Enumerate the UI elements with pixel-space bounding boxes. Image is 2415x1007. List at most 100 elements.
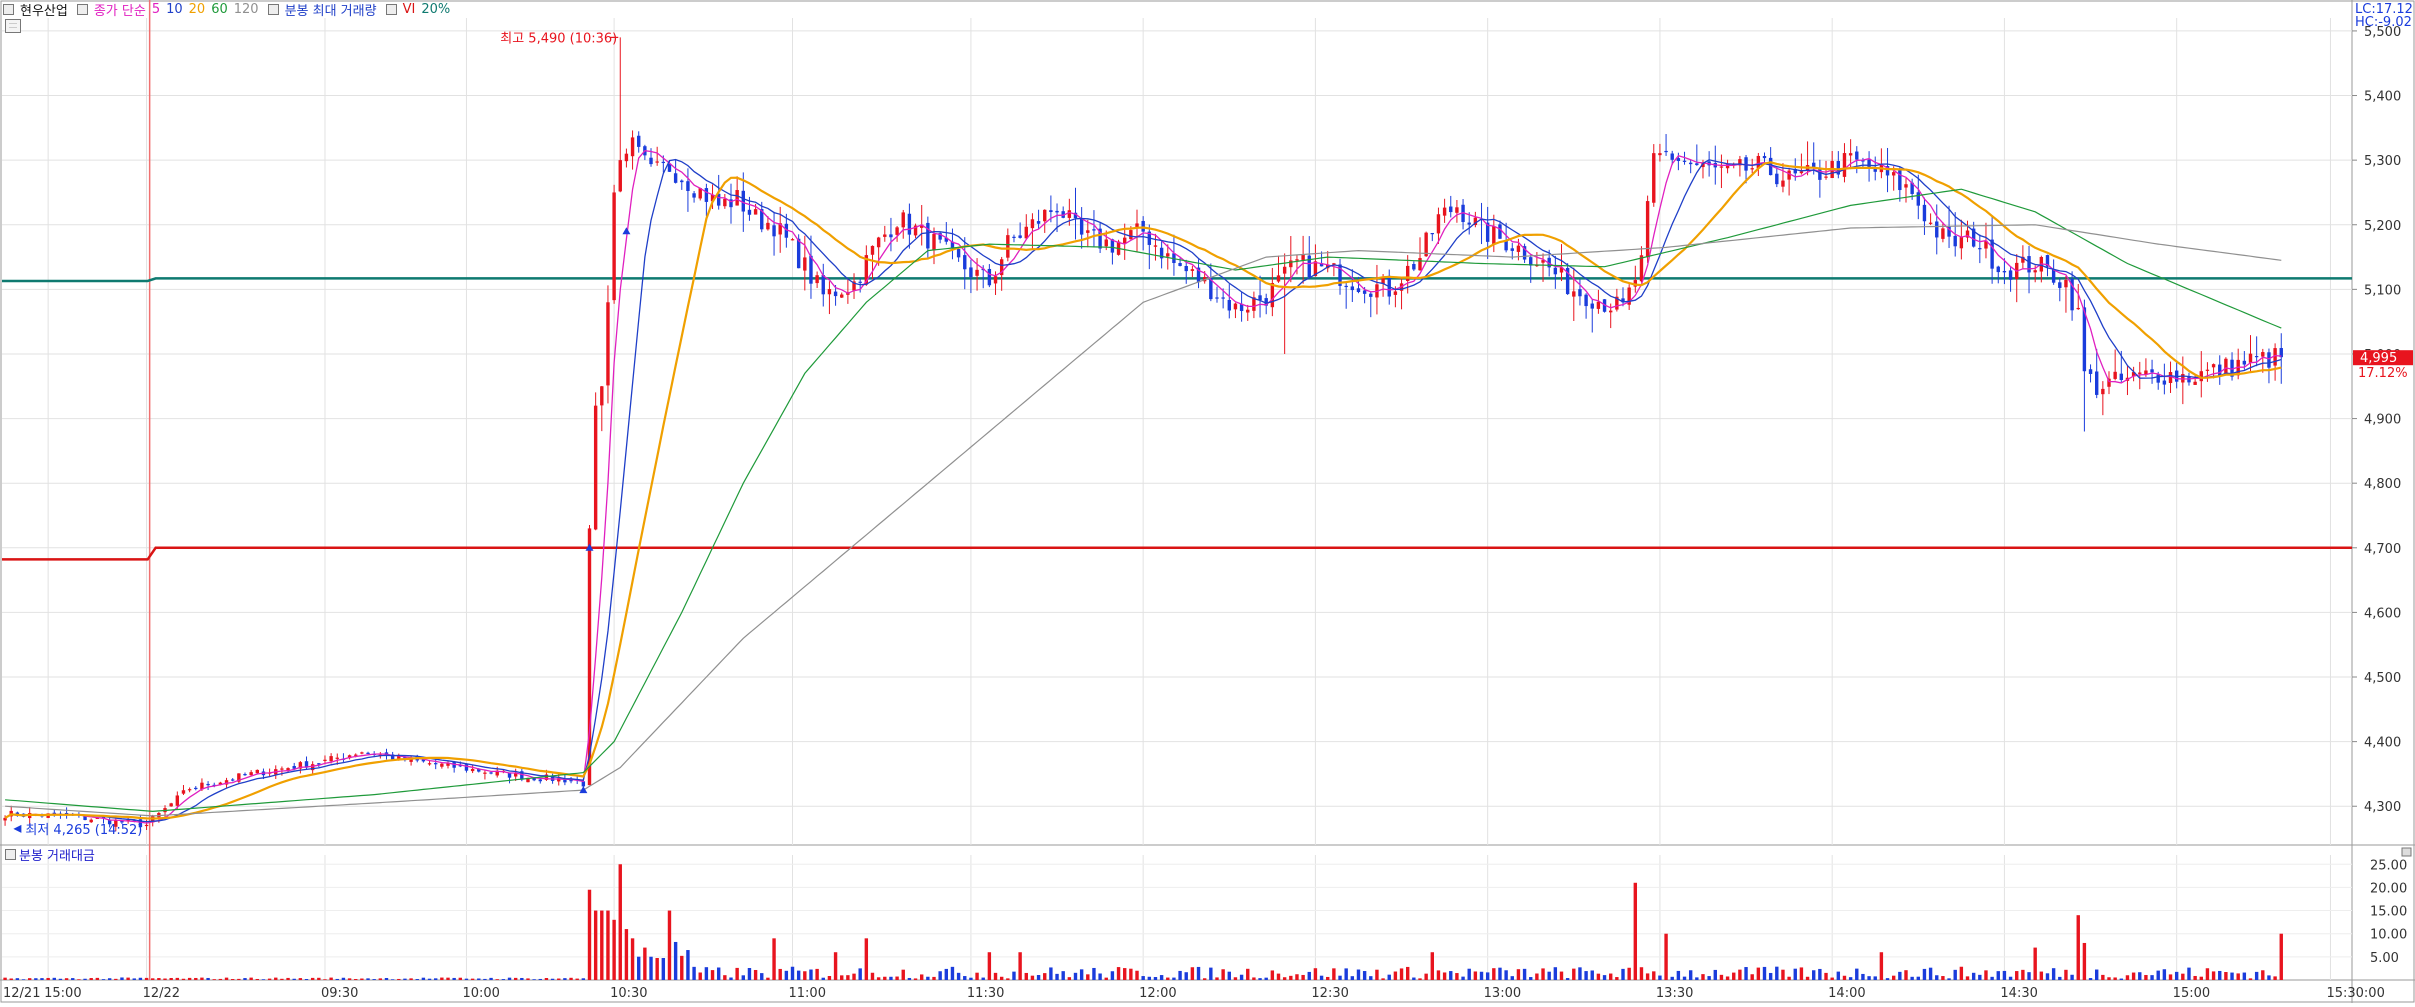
- candle-body: [550, 775, 555, 781]
- candle-body: [2279, 348, 2283, 358]
- volume-bar: [1621, 968, 1625, 980]
- volume-toggle-icon[interactable]: [267, 3, 279, 15]
- volume-bar: [1375, 969, 1379, 980]
- candle-body: [2254, 356, 2259, 358]
- price-tick-label: 4,900: [2364, 413, 2401, 428]
- volume-bar: [624, 929, 629, 980]
- price-tick-label: 5,400: [2364, 90, 2401, 105]
- stock-name[interactable]: 현우산업: [20, 3, 68, 19]
- volume-bar: [200, 977, 204, 980]
- candle-body: [833, 291, 838, 297]
- volume-bar: [1547, 971, 1551, 980]
- volume-bar: [1652, 971, 1656, 980]
- volume-bar: [2242, 972, 2247, 980]
- volume-panel-toggle-icon[interactable]: [5, 849, 16, 860]
- candle-body: [1418, 258, 1422, 271]
- volume-bar: [1836, 971, 1841, 980]
- candle-body: [1012, 236, 1016, 238]
- candle-body: [1639, 255, 1644, 282]
- candle-body: [969, 267, 973, 278]
- candle-body: [1676, 158, 1681, 162]
- volume-bar: [840, 975, 844, 980]
- volume-bar: [1879, 952, 1884, 980]
- volume-bar: [1418, 978, 1422, 980]
- volume-bar: [858, 968, 862, 980]
- candle-body: [624, 153, 629, 162]
- candle-body: [1818, 168, 1822, 180]
- table-icon[interactable]: [5, 19, 21, 33]
- candle-body: [470, 768, 475, 772]
- candle-body: [1904, 184, 1908, 188]
- volume-bar: [1467, 968, 1471, 980]
- volume-bar: [2015, 971, 2019, 980]
- candle-body: [1104, 239, 1108, 247]
- volume-bar: [2094, 969, 2099, 980]
- volume-bar: [1596, 973, 1601, 980]
- vi-label[interactable]: VI: [402, 1, 416, 17]
- price-tick-label: 4,300: [2364, 800, 2401, 815]
- panel-resize-icon: [2401, 847, 2412, 857]
- volume-bar: [1609, 973, 1613, 980]
- candle-body: [618, 160, 622, 192]
- volume-bar: [600, 910, 604, 980]
- volume-bar: [1996, 971, 2000, 980]
- candle-body: [1455, 207, 1459, 213]
- volume-bar: [2267, 975, 2271, 980]
- candle-body: [1381, 277, 1385, 284]
- volume-bar: [335, 978, 339, 980]
- signal-arrow-icon: [622, 227, 631, 235]
- volume-bar: [987, 952, 992, 980]
- candle-body: [1855, 151, 1859, 160]
- volume-bar: [1449, 971, 1453, 980]
- volume-bar: [1719, 974, 1724, 980]
- candle-body: [107, 819, 112, 825]
- volume-bar: [1485, 972, 1490, 980]
- volume-bar: [1424, 973, 1428, 980]
- signal-arrow-icon: [579, 786, 588, 794]
- ma-label[interactable]: 종가 단순: [93, 3, 146, 19]
- volume-bar: [126, 977, 130, 980]
- volume-bar: [1891, 975, 1896, 980]
- volume-bar: [427, 978, 432, 980]
- candle-body: [2168, 372, 2173, 383]
- price-tag-value: 4,995: [2360, 351, 2397, 366]
- candle-body: [1307, 255, 1311, 278]
- volume-bar: [2144, 974, 2148, 980]
- volume-bar: [2051, 968, 2056, 980]
- volume-bar: [1658, 975, 1662, 980]
- volume-bar: [593, 910, 598, 980]
- volume-bar: [630, 938, 635, 980]
- volume-bar: [390, 979, 395, 980]
- volume-bar: [1516, 969, 1521, 980]
- candle-body: [784, 223, 789, 238]
- candle-body: [507, 772, 512, 778]
- volume-bar: [187, 977, 192, 980]
- volume-bar: [969, 977, 973, 980]
- candle-body: [224, 780, 229, 785]
- candle-body: [1553, 267, 1558, 275]
- volume-bar: [926, 976, 930, 980]
- volume-bar: [1430, 952, 1435, 980]
- time-tick-label: 09:30: [321, 986, 358, 1001]
- volume-bar: [1276, 973, 1281, 980]
- candle-body: [1442, 207, 1447, 216]
- volume-bar: [1627, 967, 1631, 980]
- lc-label: LC:17.12: [2355, 2, 2413, 17]
- candle-body: [741, 190, 745, 212]
- volume-bar: [963, 976, 967, 980]
- ma-toggle-icon[interactable]: [76, 3, 88, 15]
- candle-body: [1596, 301, 1601, 309]
- volume-bar: [2039, 971, 2044, 980]
- legend-toggle-icon[interactable]: [3, 3, 14, 15]
- volume-bar: [1369, 976, 1373, 980]
- volume-label[interactable]: 분봉 최대 거래량: [284, 3, 377, 19]
- volume-bar: [1055, 973, 1059, 980]
- candle-body: [1824, 176, 1828, 178]
- volume-bar: [1313, 968, 1318, 980]
- vi-toggle-icon[interactable]: [385, 3, 397, 15]
- volume-bar: [1867, 976, 1871, 980]
- candle-body: [858, 281, 862, 283]
- candle-body: [206, 783, 210, 786]
- volume-bar: [1190, 967, 1195, 980]
